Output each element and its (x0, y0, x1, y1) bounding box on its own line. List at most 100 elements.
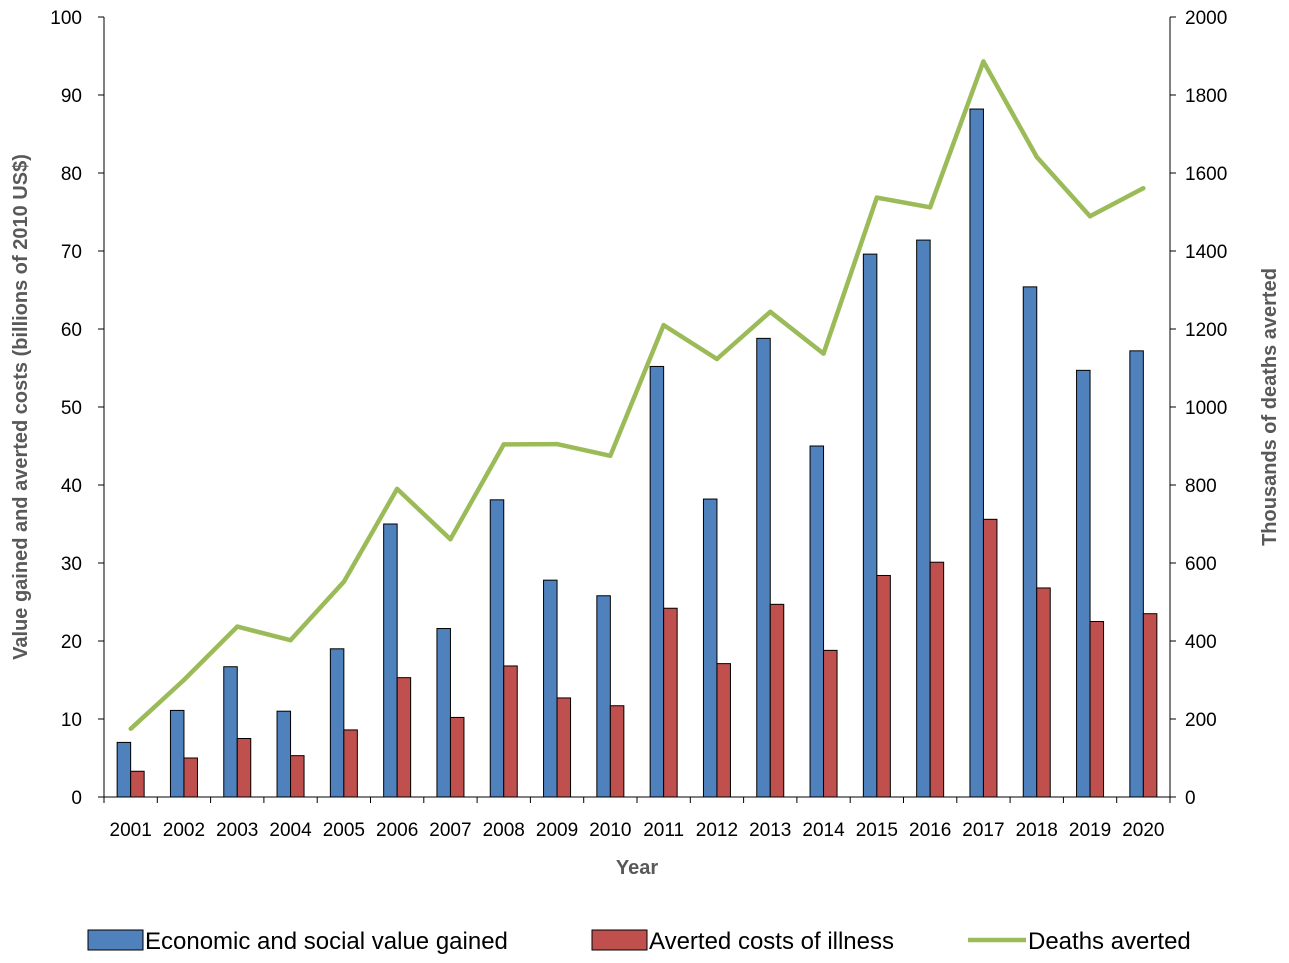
point-deaths-averted (714, 356, 720, 362)
point-deaths-averted (608, 453, 613, 458)
bar-averted-costs (982, 518, 998, 798)
bar-value-gained (649, 365, 665, 798)
line-deaths-averted (129, 59, 1145, 731)
x-tick-label: 2013 (749, 820, 791, 841)
bar-averted-costs (1142, 613, 1158, 798)
bar-value-gained (223, 666, 238, 798)
bar-value-gained (169, 709, 185, 798)
bar-averted-costs (823, 649, 838, 798)
legend-label: Economic and social value gained (145, 928, 508, 955)
y-tick-label-right: 1400 (1185, 242, 1227, 263)
y-tick-label-right: 600 (1185, 554, 1217, 575)
x-tick-label: 2011 (643, 820, 684, 841)
y-tick-label-right: 400 (1185, 632, 1217, 653)
x-tick-label: 2006 (376, 820, 418, 841)
bars-layer (116, 108, 1158, 798)
axes-layer (98, 16, 1176, 803)
bar-value-gained (1022, 286, 1038, 798)
x-tick-label: 2017 (962, 820, 1004, 841)
point-deaths-averted (394, 486, 400, 492)
bar-value-gained (756, 337, 771, 798)
point-deaths-averted (128, 726, 133, 731)
y-tick-label-left: 40 (61, 476, 82, 497)
bar-averted-costs (609, 705, 625, 798)
legend-label: Averted costs of illness (649, 928, 894, 955)
legend-label: Deaths averted (1028, 928, 1191, 955)
bar-averted-costs (876, 574, 891, 798)
bar-averted-costs (1089, 621, 1105, 798)
bar-averted-costs (556, 697, 572, 798)
point-deaths-averted (927, 205, 933, 210)
y-tick-label-right: 1800 (1185, 86, 1227, 107)
legend: Economic and social value gained Averted … (87, 928, 1191, 955)
point-deaths-averted (821, 351, 826, 356)
x-tick-label: 2014 (802, 820, 845, 841)
y-tick-label-right: 200 (1185, 710, 1217, 731)
x-tick-label: 2008 (483, 820, 525, 841)
point-deaths-averted (181, 677, 187, 683)
bar-averted-costs (503, 665, 518, 798)
y-tick-label-left: 20 (61, 632, 82, 653)
x-tick-label: 2004 (269, 820, 312, 841)
point-deaths-averted (661, 322, 666, 328)
y-tick-label-left: 10 (61, 710, 82, 731)
bar-value-gained (383, 523, 398, 798)
bar-value-gained (1129, 350, 1144, 798)
y-tick-label-right: 1000 (1185, 398, 1227, 419)
x-tick-label: 2018 (1016, 820, 1058, 841)
y-tick-label-left: 0 (71, 788, 82, 809)
x-tick-label: 2010 (589, 820, 631, 841)
point-deaths-averted (768, 309, 773, 315)
bar-averted-costs (183, 757, 198, 798)
y-tick-label-left: 90 (61, 86, 82, 107)
bar-value-gained (1076, 369, 1091, 798)
y-tick-label-right: 2000 (1185, 8, 1227, 29)
x-tick-label: 2020 (1122, 820, 1164, 841)
bar-value-gained (702, 498, 718, 798)
bar-value-gained (436, 628, 451, 798)
labels-layer: 0102030405060708090100020040060080010001… (50, 8, 1227, 841)
y-axis-title-left: Value gained and averted costs (billions… (10, 154, 32, 660)
bar-averted-costs (236, 738, 252, 798)
bar-averted-costs (716, 663, 731, 798)
point-deaths-averted (554, 441, 560, 447)
point-deaths-averted (448, 537, 453, 542)
x-tick-label: 2012 (696, 820, 738, 841)
x-tick-label: 2007 (429, 820, 471, 841)
y-tick-label-right: 800 (1185, 476, 1217, 497)
y-tick-label-right: 1200 (1185, 320, 1227, 341)
point-deaths-averted (501, 442, 506, 447)
y-tick-label-left: 70 (61, 242, 82, 263)
bar-averted-costs (449, 716, 465, 798)
y-tick-label-left: 80 (61, 164, 82, 185)
x-tick-label: 2005 (323, 820, 365, 841)
point-deaths-averted (341, 579, 347, 584)
bar-value-gained (116, 741, 132, 798)
bar-value-gained (329, 648, 345, 798)
bar-averted-costs (663, 607, 678, 798)
x-axis-title: Year (616, 857, 658, 879)
bar-value-gained (916, 239, 931, 798)
point-deaths-averted (874, 195, 880, 200)
bar-value-gained (489, 499, 505, 798)
x-tick-label: 2015 (856, 820, 898, 841)
point-deaths-averted (235, 624, 240, 629)
x-tick-label: 2009 (536, 820, 578, 841)
x-tick-label: 2003 (216, 820, 258, 841)
bar-averted-costs (130, 770, 145, 798)
bar-averted-costs (343, 729, 358, 798)
x-tick-label: 2002 (163, 820, 205, 841)
bar-value-gained (809, 445, 825, 798)
bar-averted-costs (1036, 587, 1051, 798)
bar-value-gained (862, 253, 878, 798)
y-tick-label-left: 100 (50, 8, 82, 29)
bar-value-gained (969, 108, 984, 798)
point-deaths-averted (981, 59, 986, 64)
x-tick-label: 2001 (110, 820, 152, 841)
bar-averted-costs (929, 561, 945, 798)
x-tick-label: 2016 (909, 820, 951, 841)
legend-swatch (87, 929, 144, 951)
point-deaths-averted (1141, 186, 1146, 191)
y-tick-label-right: 1600 (1185, 164, 1227, 185)
